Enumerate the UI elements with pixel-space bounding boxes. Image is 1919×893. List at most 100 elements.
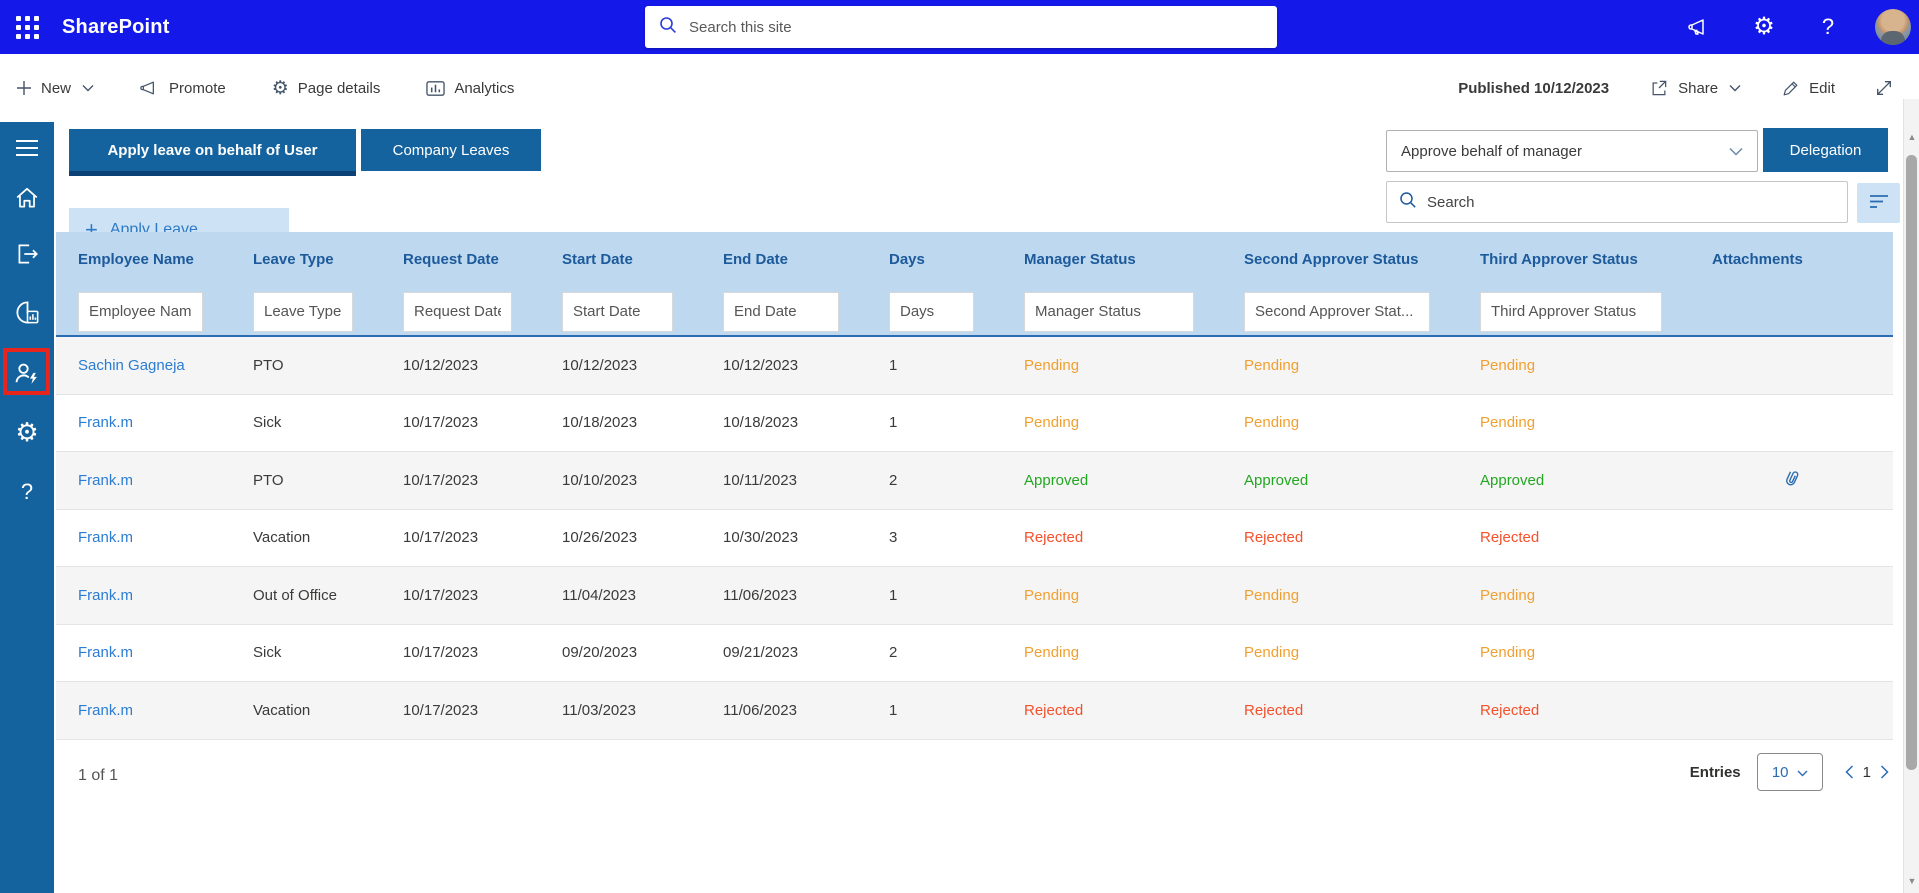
column-header: Start Date [562,250,633,268]
request-date-cell: 10/17/2023 [403,529,479,547]
vertical-scrollbar[interactable]: ▲ ▼ [1903,99,1919,893]
employee-name-link[interactable]: Frank.m [78,414,134,432]
table-row[interactable]: Frank.m PTO 10/17/2023 10/10/2023 10/11/… [56,452,1893,510]
employee-name-link[interactable]: Frank.m [78,586,134,604]
chevron-down-icon [1729,84,1741,92]
table-row[interactable]: Frank.m Sick 10/17/2023 10/18/2023 10/18… [56,394,1893,452]
second-approver-status-cell: Pending [1244,586,1300,604]
approver-view-dropdown[interactable]: Approve behalf of manager [1386,130,1758,172]
request-date-cell: 10/17/2023 [403,701,479,719]
app-sidebar: ⚙ ? [0,122,54,893]
leave-type-cell: PTO [253,471,284,489]
tab-apply-leave-behalf[interactable]: Apply leave on behalf of User [69,129,356,176]
page-details-button[interactable]: ⚙ Page details [271,77,381,99]
filter-days[interactable] [889,291,974,332]
end-date-cell: 10/18/2023 [723,414,799,432]
table-search-input[interactable] [1427,193,1835,211]
column-header: Days [889,250,925,268]
tab-company-leaves[interactable]: Company Leaves [361,129,541,171]
filter-leave-type[interactable] [253,291,353,332]
manager-status-cell: Pending [1024,586,1080,604]
table-row[interactable]: Sachin Gagneja PTO 10/12/2023 10/12/2023… [56,337,1893,395]
manager-status-cell: Rejected [1024,529,1084,547]
filter-second-approver-status[interactable] [1244,291,1430,332]
leave-type-cell: Sick [253,414,282,432]
second-approver-status-cell: Rejected [1244,529,1304,547]
next-page-icon[interactable] [1880,765,1889,779]
column-header: Manager Status [1024,250,1136,268]
gear-icon: ⚙ [271,77,289,99]
share-button[interactable]: Share [1649,78,1741,98]
megaphone-icon[interactable] [1683,10,1717,44]
second-approver-status-cell: Pending [1244,414,1300,432]
table-row[interactable]: Frank.m Out of Office 10/17/2023 11/04/2… [56,567,1893,625]
column-header: Request Date [403,250,499,268]
employee-name-link[interactable]: Sachin Gagneja [78,356,185,374]
top-app-bar: SharePoint ⚙ ? [0,0,1919,54]
sort-filter-button[interactable] [1857,183,1900,223]
user-approvals-icon[interactable] [0,356,54,392]
filter-third-approver-status[interactable] [1480,291,1662,332]
days-cell: 1 [889,586,898,604]
edit-button[interactable]: Edit [1781,79,1835,98]
filter-request-date[interactable] [403,291,512,332]
expand-page-icon[interactable] [1875,79,1893,97]
leave-type-cell: Out of Office [253,586,337,604]
entries-per-page-select[interactable]: 10 [1756,753,1823,791]
end-date-cell: 10/30/2023 [723,529,799,547]
search-icon [1399,191,1417,214]
scrollbar-thumb[interactable] [1906,155,1917,770]
delegation-button[interactable]: Delegation [1763,128,1888,172]
scroll-up-icon[interactable]: ▲ [1907,132,1917,142]
user-avatar[interactable] [1875,9,1911,45]
help-icon[interactable]: ? [1821,14,1835,39]
share-icon [1649,78,1669,98]
analytics-button[interactable]: Analytics [426,79,514,98]
previous-page-icon[interactable] [1845,765,1854,779]
help-icon[interactable]: ? [20,479,34,504]
employee-name-link[interactable]: Frank.m [78,529,134,547]
filter-employee-name[interactable] [78,291,203,332]
hamburger-menu-icon[interactable] [0,130,54,166]
employee-name-link[interactable]: Frank.m [78,471,134,489]
scroll-down-icon[interactable]: ▼ [1907,876,1917,886]
table-row[interactable]: Frank.m Vacation 10/17/2023 10/26/2023 1… [56,509,1893,567]
home-icon[interactable] [0,180,54,216]
days-cell: 2 [889,471,898,489]
table-search-box[interactable] [1386,181,1848,223]
current-page-number[interactable]: 1 [1862,763,1871,781]
settings-gear-icon[interactable]: ⚙ [1753,13,1775,40]
third-approver-status-cell: Approved [1480,471,1545,489]
plus-icon [16,80,32,96]
days-cell: 1 [889,414,898,432]
reports-icon[interactable] [0,294,54,330]
third-approver-status-cell: Rejected [1480,701,1540,719]
table-row[interactable]: Frank.m Vacation 10/17/2023 11/03/2023 1… [56,682,1893,740]
manager-status-cell: Approved [1024,471,1089,489]
request-date-cell: 10/12/2023 [403,356,479,374]
second-approver-status-cell: Pending [1244,644,1300,662]
leave-exit-icon[interactable] [0,236,54,272]
paperclip-icon[interactable] [1783,468,1801,492]
page-count-info: 1 of 1 [78,767,119,784]
sharepoint-logo-text[interactable]: SharePoint [62,15,170,38]
site-search-input[interactable] [689,18,1263,36]
settings-gear-icon[interactable]: ⚙ [15,417,39,447]
filter-start-date[interactable] [562,291,673,332]
filter-end-date[interactable] [723,291,839,332]
new-button[interactable]: New [16,80,94,97]
third-approver-status-cell: Rejected [1480,529,1540,547]
site-search-box[interactable] [645,6,1277,48]
megaphone-icon [140,78,160,98]
request-date-cell: 10/17/2023 [403,644,479,662]
employee-name-link[interactable]: Frank.m [78,701,134,719]
filter-manager-status[interactable] [1024,291,1194,332]
employee-name-link[interactable]: Frank.m [78,644,134,662]
promote-button[interactable]: Promote [140,78,226,98]
second-approver-status-cell: Rejected [1244,701,1304,719]
column-header: Leave Type [253,250,334,268]
app-launcher-waffle-icon[interactable] [0,0,54,54]
start-date-cell: 10/26/2023 [562,529,638,547]
table-row[interactable]: Frank.m Sick 10/17/2023 09/20/2023 09/21… [56,624,1893,682]
